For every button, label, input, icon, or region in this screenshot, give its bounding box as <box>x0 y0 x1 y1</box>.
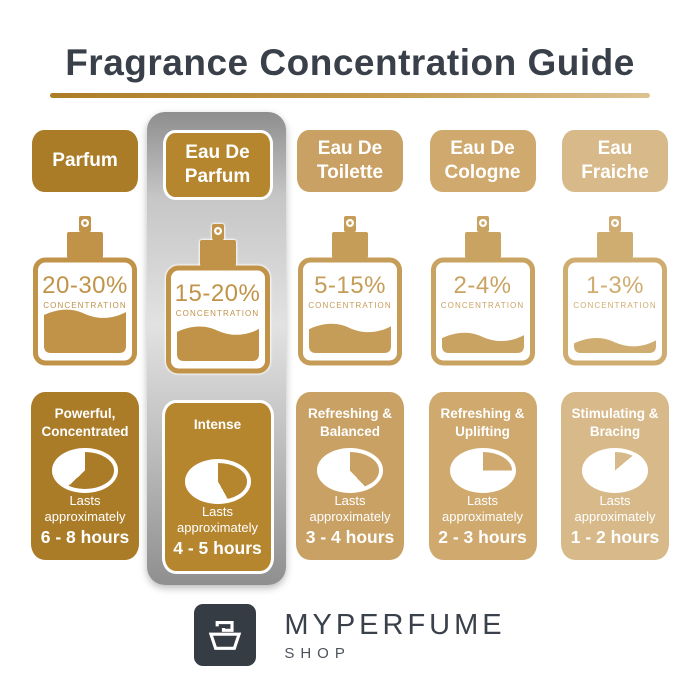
title-underline <box>50 93 650 98</box>
card-description: Refreshing & Uplifting <box>440 406 525 439</box>
concentration-value: 20-30% <box>42 272 128 299</box>
concentration-value: 2-4% <box>453 272 512 299</box>
bottle-cap-icon <box>332 232 368 258</box>
column-header: Eau De Toilette <box>297 130 403 192</box>
lasts-label: Lasts approximately <box>309 492 391 524</box>
concentration-value: 1-3% <box>585 272 645 299</box>
perfume-bottle-icon <box>165 224 270 374</box>
column-eau-de-toilette: Eau De Toilette 5-15% CONCENTRATION Refr… <box>285 112 415 560</box>
column-header: Eau Fraiche <box>562 130 668 192</box>
column-eau-de-cologne: Eau De Cologne 2-4% CONCENTRATION Refres… <box>418 112 548 560</box>
perfume-bottle-icon <box>430 216 535 366</box>
liquid-fill-wave <box>44 309 126 353</box>
concentration-value: 15-20% <box>174 280 261 307</box>
perfume-bottle-icon <box>33 216 137 366</box>
duration-value: 1 - 2 hours <box>570 527 660 547</box>
clock-pie-icon <box>449 448 516 493</box>
logo-bottle-icon <box>209 620 242 650</box>
info-card: Refreshing & Uplifting Lasts approximate… <box>428 392 537 560</box>
concentration-label: CONCENTRATION <box>175 309 260 318</box>
perfume-bottle-icon <box>298 216 402 366</box>
bottle-figure: 2-4% CONCENTRATION <box>430 214 535 366</box>
card-description: Stimulating & Bracing <box>571 406 659 439</box>
liquid-fill-wave <box>441 332 524 353</box>
liquid-fill-wave <box>309 323 391 353</box>
brand-sub: SHOP <box>284 644 351 662</box>
info-card: Powerful, Concentrated Lasts approximate… <box>31 392 139 560</box>
card-description: Refreshing & Balanced <box>307 406 392 439</box>
bottle-figure: 20-30% CONCENTRATION <box>33 214 137 366</box>
bottle-cap-icon <box>464 232 501 258</box>
concentration-label: CONCENTRATION <box>573 301 657 310</box>
column-header: Eau De Cologne <box>429 130 536 192</box>
concentration-label: CONCENTRATION <box>308 301 392 310</box>
info-card: Refreshing & Balanced Lasts approximatel… <box>296 392 404 560</box>
liquid-fill-wave <box>574 338 656 353</box>
concentration-label: CONCENTRATION <box>440 301 525 310</box>
duration-value: 6 - 8 hours <box>40 527 130 547</box>
info-card: Stimulating & Bracing Lasts approximatel… <box>561 392 669 560</box>
brand-footer: MYPERFUME SHOP <box>0 604 700 666</box>
liquid-fill-wave <box>176 326 259 361</box>
bottle-cap-icon <box>199 240 236 266</box>
card-description: Powerful, Concentrated <box>41 406 129 439</box>
column-eau-de-parfum: Eau De Parfum 15-20% CONCENTRATION Inten… <box>153 112 283 574</box>
duration-value: 2 - 3 hours <box>438 527 527 547</box>
perfume-bottle-icon <box>563 216 667 366</box>
duration-value: 4 - 5 hours <box>173 538 262 558</box>
bottle-body <box>563 257 667 366</box>
lasts-label: Lasts approximately <box>442 492 523 524</box>
lasts-label: Lasts approximately <box>44 492 126 524</box>
clock-pie-icon <box>52 448 118 493</box>
card-description: Intense <box>193 417 242 432</box>
bottle-figure: 15-20% CONCENTRATION <box>165 222 270 374</box>
concentration-block: 1-3% CONCENTRATION <box>563 272 667 310</box>
concentration-block: 15-20% CONCENTRATION <box>166 280 270 318</box>
column-header: Eau De Parfum <box>162 130 273 200</box>
concentration-block: 5-15% CONCENTRATION <box>298 272 402 310</box>
brand-logo <box>194 604 257 666</box>
concentration-label: CONCENTRATION <box>43 301 127 310</box>
concentration-value: 5-15% <box>314 272 386 299</box>
concentration-block: 2-4% CONCENTRATION <box>431 272 535 310</box>
page-title: Fragrance Concentration Guide <box>65 42 635 83</box>
column-header: Parfum <box>32 130 138 192</box>
bottle-cap-icon <box>597 232 633 258</box>
bottle-figure: 1-3% CONCENTRATION <box>563 214 667 366</box>
info-card: Intense Lasts approximately 4 - 5 hours <box>161 400 274 574</box>
duration-value: 3 - 4 hours <box>305 527 395 547</box>
bottle-cap-icon <box>67 232 103 258</box>
brand-name: MYPERFUME <box>284 608 506 641</box>
bottle-figure: 5-15% CONCENTRATION <box>298 214 402 366</box>
lasts-label: Lasts approximately <box>177 503 258 535</box>
lasts-label: Lasts approximately <box>574 492 656 524</box>
clock-pie-icon <box>184 459 251 504</box>
concentration-block: 20-30% CONCENTRATION <box>33 272 137 310</box>
clock-pie-icon <box>582 448 648 493</box>
clock-pie-icon <box>317 448 383 493</box>
column-parfum: Parfum 20-30% CONCENTRATION Powerful, Co… <box>20 112 150 560</box>
column-eau-fraiche: Eau Fraiche 1-3% CONCENTRATION Stimulati… <box>550 112 680 560</box>
brand-text: MYPERFUME SHOP <box>284 609 505 662</box>
